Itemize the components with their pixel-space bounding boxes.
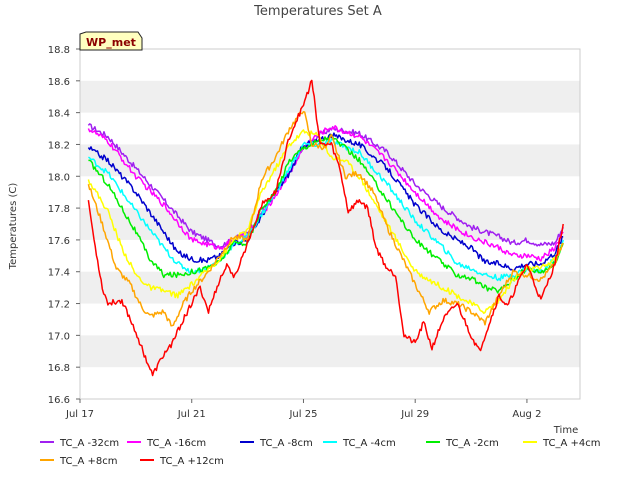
series-line (87, 125, 564, 262)
legend-item: TC_A +8cm (40, 456, 118, 467)
y-tick-label: 18.8 (48, 45, 70, 56)
grid-band (80, 144, 580, 177)
legend-label: TC_A +8cm (59, 456, 118, 467)
series-line (87, 123, 564, 250)
wp-met-badge: WP_met (79, 31, 143, 51)
x-tick-label: Jul 29 (400, 409, 429, 420)
x-tick-label: Jul 21 (177, 409, 206, 420)
legend-item: TC_A +12cm (140, 456, 224, 467)
y-tick-label: 18.4 (48, 109, 70, 120)
grid-band (80, 335, 580, 368)
chart-title: Temperatures Set A (253, 4, 382, 19)
badge-label: WP_met (86, 36, 136, 49)
legend-label: TC_A -2cm (445, 438, 499, 449)
y-tick-label: 18.6 (48, 77, 70, 88)
legend-item: TC_A -8cm (240, 438, 313, 449)
y-tick-label: 17.2 (48, 300, 70, 311)
y-tick-label: 16.8 (48, 363, 70, 374)
x-tick-label: Aug 2 (512, 409, 541, 420)
x-tick-label: Jul 17 (65, 409, 94, 420)
y-tick-label: 17.4 (48, 268, 70, 279)
x-tick-label: Jul 25 (288, 409, 317, 420)
series-line (87, 79, 564, 377)
y-tick-label: 17.6 (48, 236, 70, 247)
legend-item: TC_A -32cm (40, 438, 119, 449)
legend-label: TC_A -32cm (59, 438, 119, 449)
series-line (88, 138, 564, 282)
legend-label: TC_A +12cm (159, 456, 224, 467)
y-tick-label: 18.0 (48, 172, 70, 183)
plot-border (79, 48, 581, 400)
badge-shape (79, 31, 143, 51)
legend-label: TC_A -16cm (146, 438, 206, 449)
y-tick-label: 16.6 (48, 395, 70, 406)
x-axis-ticks: Jul 17 Jul 21 Jul 25 Jul 29 Aug 2 (65, 399, 541, 420)
legend-item: TC_A -4cm (323, 438, 396, 449)
y-axis-ticks: 16.6 16.8 17.0 17.2 17.4 17.6 17.8 18.0 18.2 18.4… (48, 45, 80, 406)
plot-frame (79, 48, 581, 400)
series-line (88, 134, 564, 294)
series-layer (87, 79, 564, 377)
grid-band (80, 80, 580, 113)
x-axis-label: Time (553, 425, 578, 436)
y-tick-label: 17.0 (48, 331, 70, 342)
legend-label: TC_A +4cm (542, 438, 601, 449)
y-axis-label: Temperatures (C) (8, 183, 19, 271)
grid-bands (80, 49, 580, 399)
legend: TC_A -32cm TC_A -16cm TC_A -8cm TC_A -4cm TC… (40, 438, 601, 467)
legend-label: TC_A -4cm (342, 438, 396, 449)
legend-item: TC_A -2cm (426, 438, 499, 449)
y-tick-label: 17.8 (48, 204, 70, 215)
y-tick-label: 18.2 (48, 140, 70, 151)
legend-item: TC_A -16cm (127, 438, 206, 449)
legend-label: TC_A -8cm (259, 438, 313, 449)
legend-item: TC_A +4cm (523, 438, 601, 449)
